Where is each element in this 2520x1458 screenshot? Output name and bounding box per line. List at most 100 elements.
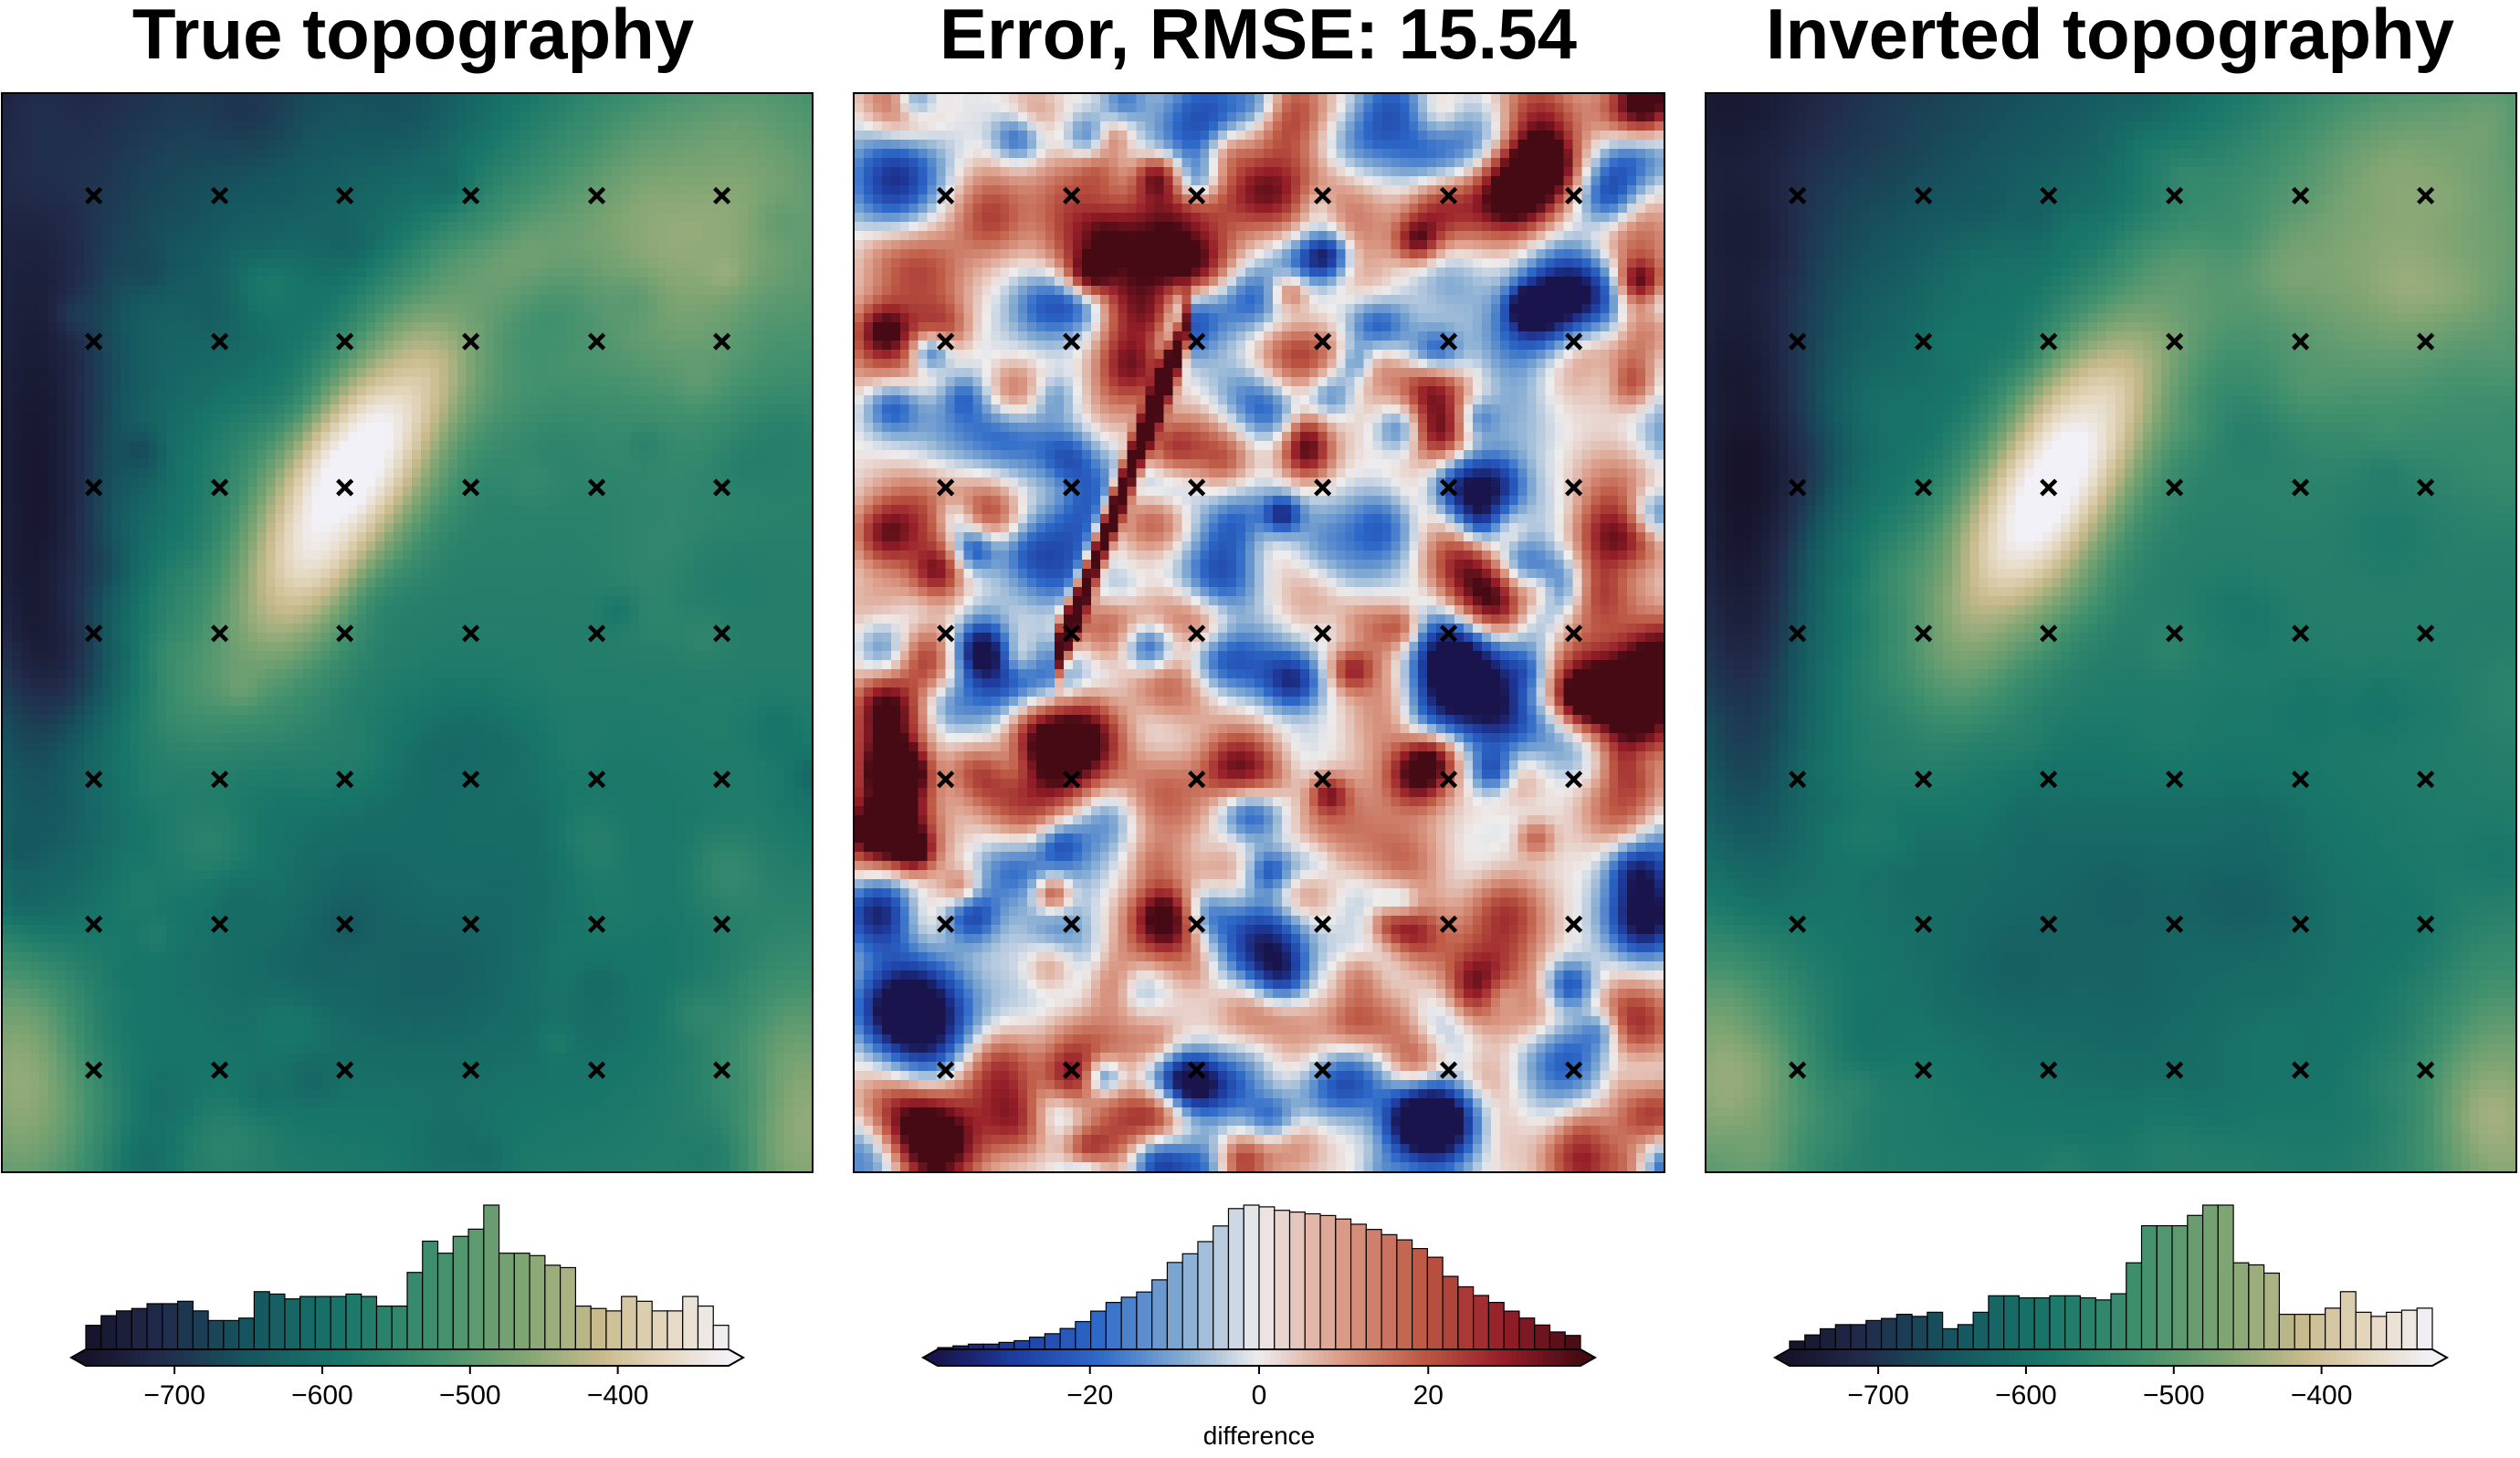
constraint-point-0-2 — [336, 186, 354, 205]
histogram-bar — [1335, 1218, 1352, 1350]
constraint-point-2-5 — [1565, 478, 1583, 497]
histogram-bar — [1487, 1302, 1505, 1350]
constraint-point-0-1 — [1063, 186, 1081, 205]
histogram-bar — [2079, 1296, 2096, 1350]
colorbar-tick-label: −500 — [2143, 1380, 2205, 1411]
constraint-point-0-4 — [2291, 186, 2310, 205]
histogram-bar — [1412, 1247, 1428, 1350]
histogram-bar — [2201, 1204, 2219, 1350]
constraint-point-0-3 — [1314, 186, 1332, 205]
constraint-point-0-0 — [85, 186, 103, 205]
constraint-point-3-2 — [2040, 624, 2058, 643]
histogram-bar — [1972, 1311, 1990, 1350]
histogram-bar — [1988, 1295, 2005, 1350]
colorbar-tick-label: −400 — [2291, 1380, 2353, 1411]
histogram-bar — [1804, 1334, 1822, 1350]
histogram-bar — [2156, 1224, 2173, 1350]
histogram-bar — [299, 1295, 317, 1350]
colorbar-tick-label: −700 — [1847, 1380, 1909, 1411]
histogram-bar — [574, 1305, 592, 1350]
histogram-bar — [2126, 1262, 2143, 1350]
constraint-point-2-1 — [211, 478, 229, 497]
histogram-bar — [1028, 1337, 1045, 1350]
histogram-bar — [2263, 1272, 2280, 1350]
constraint-point-3-4 — [1439, 624, 1458, 643]
histogram-bar — [1518, 1317, 1536, 1350]
constraint-point-4-4 — [1439, 771, 1458, 789]
constraint-point-0-2 — [2040, 186, 2058, 205]
histogram-bar — [192, 1310, 209, 1350]
constraint-point-5-4 — [2291, 915, 2310, 933]
constraint-point-4-2 — [2040, 771, 2058, 789]
histogram-bar — [2248, 1264, 2265, 1350]
histogram-bar — [1243, 1204, 1260, 1350]
constraint-point-0-4 — [587, 186, 606, 205]
histogram-bar — [2033, 1296, 2051, 1350]
histogram-bar — [2049, 1295, 2066, 1350]
constraint-point-6-4 — [587, 1061, 606, 1079]
constraint-point-2-2 — [2040, 478, 2058, 497]
constraint-point-1-3 — [1314, 332, 1332, 351]
constraint-point-5-0 — [1789, 915, 1807, 933]
constraint-point-0-5 — [2417, 186, 2435, 205]
constraint-points-inverted — [1789, 186, 2435, 1079]
histogram-bar — [1834, 1324, 1852, 1350]
histogram-bar — [667, 1310, 684, 1350]
constraint-point-4-3 — [2166, 771, 2184, 789]
histogram-bar — [2018, 1296, 2035, 1350]
histogram-bar — [621, 1295, 638, 1350]
histogram-bar — [2140, 1224, 2158, 1350]
histogram-bar — [1319, 1214, 1337, 1350]
histogram-bar — [605, 1310, 623, 1350]
histogram-bar — [544, 1264, 562, 1350]
colorbar-tick-label: −600 — [291, 1380, 353, 1411]
constraint-point-3-1 — [211, 624, 229, 643]
histogram-bar — [1013, 1339, 1031, 1350]
constraint-point-5-4 — [1439, 915, 1458, 933]
constraint-point-3-2 — [336, 624, 354, 643]
constraint-point-4-1 — [211, 771, 229, 789]
histogram-bar — [2355, 1311, 2372, 1350]
histogram-bar — [2278, 1314, 2295, 1350]
histogram-bar — [253, 1291, 270, 1350]
constraint-point-6-1 — [1915, 1061, 1933, 1079]
histogram-bar — [1365, 1229, 1382, 1350]
constraint-point-4-2 — [1188, 771, 1206, 789]
constraint-point-3-1 — [1063, 624, 1081, 643]
colorbar-inverted-topography: −700 −600 −500 −400 — [1772, 1196, 2450, 1452]
constraint-point-2-2 — [336, 478, 354, 497]
constraint-point-3-4 — [2291, 624, 2310, 643]
histogram-bar — [391, 1305, 408, 1350]
constraint-point-5-3 — [2166, 915, 2184, 933]
histogram-bar — [1942, 1327, 1958, 1350]
histogram-bar — [361, 1295, 378, 1350]
constraint-point-1-2 — [2040, 332, 2058, 351]
constraint-point-6-5 — [713, 1061, 731, 1079]
constraint-point-0-3 — [2166, 186, 2184, 205]
histogram-bar — [1166, 1262, 1183, 1350]
histogram-bar — [1213, 1225, 1230, 1350]
histogram-bar — [1059, 1327, 1076, 1350]
histogram-bar — [85, 1325, 102, 1350]
histogram-bar — [1381, 1233, 1398, 1350]
histogram-bar — [1442, 1275, 1459, 1350]
histogram-bar — [651, 1310, 668, 1350]
histogram-bar — [1227, 1208, 1244, 1350]
histogram-bar — [1349, 1223, 1367, 1350]
histogram-bar — [1197, 1241, 1214, 1350]
colorbar-frame — [920, 1348, 1598, 1367]
constraint-point-3-5 — [2417, 624, 2435, 643]
constraint-point-0-1 — [1915, 186, 1933, 205]
constraint-points-true — [85, 186, 731, 1079]
constraint-point-2-5 — [2417, 478, 2435, 497]
constraint-point-1-4 — [587, 332, 606, 351]
histogram-bar — [1957, 1324, 1974, 1350]
histogram-bar — [998, 1341, 1015, 1350]
constraint-point-2-1 — [1915, 478, 1933, 497]
constraint-point-5-0 — [85, 915, 103, 933]
constraint-point-6-0 — [937, 1061, 955, 1079]
histogram-bar — [162, 1303, 179, 1350]
histogram-bar — [131, 1307, 148, 1350]
histogram-bar — [2187, 1214, 2204, 1350]
constraint-point-4-4 — [587, 771, 606, 789]
